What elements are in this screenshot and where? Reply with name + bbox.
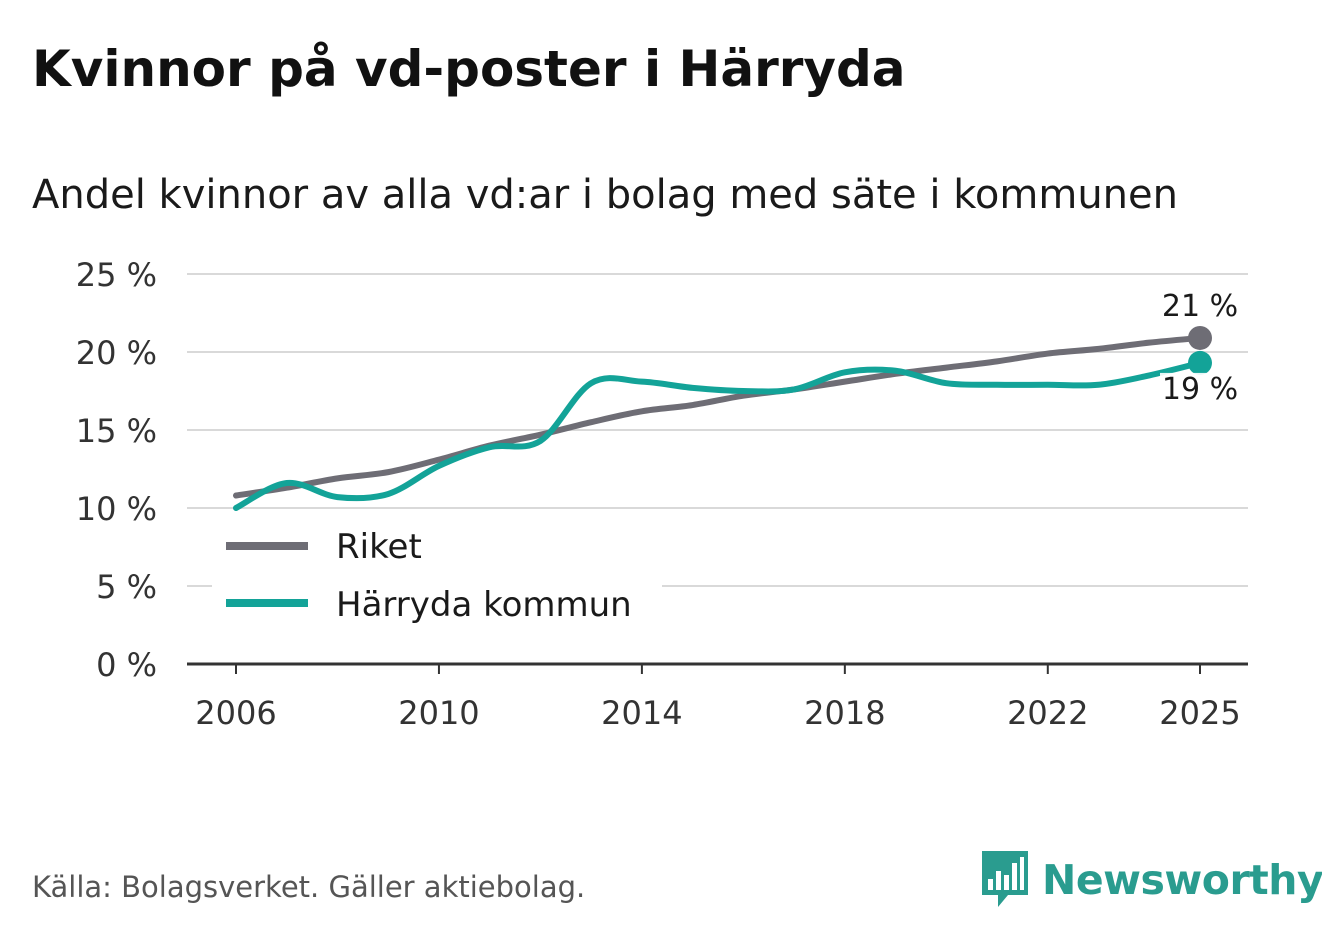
x-tick-label: 2025 bbox=[1159, 694, 1240, 732]
x-tick-label: 2022 bbox=[1007, 694, 1088, 732]
y-tick-label: 0 % bbox=[96, 646, 157, 684]
source-note: Källa: Bolagsverket. Gäller aktiebolag. bbox=[32, 870, 586, 904]
x-tick-label: 2018 bbox=[804, 694, 885, 732]
x-tick-label: 2006 bbox=[195, 694, 276, 732]
x-axis-tick-marks bbox=[235, 664, 1201, 674]
series-harryda-end-marker bbox=[1188, 350, 1212, 375]
series-harryda-line bbox=[233, 359, 1203, 511]
bar-chart-icon bbox=[982, 851, 1028, 907]
chart-title: Kvinnor på vd-poster i Härryda bbox=[32, 40, 906, 98]
x-axis-tick-labels: 2006 2010 2014 2018 2022 2025 bbox=[195, 694, 1240, 732]
x-tick-label: 2010 bbox=[398, 694, 479, 732]
legend-label-harryda: Härryda kommun bbox=[336, 585, 632, 625]
newsworthy-logo: Newsworthy bbox=[980, 848, 1322, 912]
end-value-labels: 21 % 19 % bbox=[1160, 289, 1240, 407]
y-tick-label: 10 % bbox=[76, 490, 157, 528]
series-lines bbox=[233, 325, 1212, 511]
x-tick-label: 2014 bbox=[601, 694, 682, 732]
y-axis-tick-labels: 0 % 5 % 10 % 15 % 20 % 25 % bbox=[76, 256, 157, 684]
end-label-harryda-bg bbox=[1160, 372, 1240, 407]
y-tick-label: 25 % bbox=[76, 256, 157, 294]
series-riket-line bbox=[233, 334, 1203, 499]
series-riket-end-marker bbox=[1188, 325, 1212, 350]
end-label-harryda: 19 % bbox=[1162, 372, 1238, 407]
chart-subtitle: Andel kvinnor av alla vd:ar i bolag med … bbox=[32, 172, 1178, 218]
y-tick-label: 20 % bbox=[76, 334, 157, 372]
end-label-riket: 21 % bbox=[1162, 289, 1238, 324]
logo-text: Newsworthy bbox=[1042, 856, 1322, 904]
legend: Riket Härryda kommun bbox=[212, 520, 662, 628]
legend-label-riket: Riket bbox=[336, 527, 422, 567]
y-tick-label: 15 % bbox=[76, 412, 157, 450]
y-tick-label: 5 % bbox=[96, 568, 157, 606]
